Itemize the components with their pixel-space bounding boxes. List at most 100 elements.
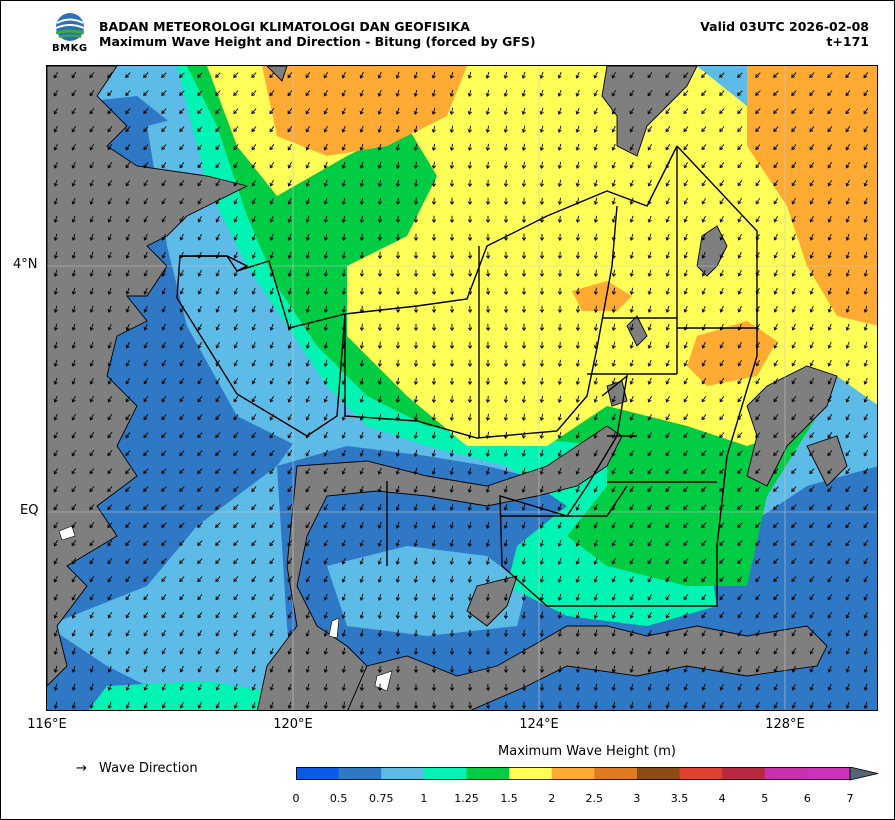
wave-arrow <box>539 377 545 385</box>
wave-arrow <box>197 378 203 385</box>
wave-arrow <box>827 269 832 277</box>
wave-arrow <box>845 108 851 115</box>
wave-arrow <box>233 179 239 187</box>
wave-arrow <box>521 683 527 691</box>
wave-arrow <box>269 377 274 385</box>
wave-arrow <box>71 251 76 259</box>
wave-arrow <box>323 449 328 457</box>
wave-arrow <box>431 71 436 79</box>
wave-arrow <box>341 521 346 529</box>
wave-arrow <box>305 413 310 421</box>
wave-arrow <box>647 161 652 169</box>
wave-arrow <box>233 396 239 403</box>
wave-arrow <box>125 504 131 510</box>
wave-arrow <box>665 197 670 205</box>
wave-arrow <box>737 647 742 655</box>
wave-arrow <box>575 665 581 673</box>
wave-arrow <box>521 323 527 331</box>
wave-arrow <box>755 468 761 474</box>
wave-arrow <box>305 575 310 583</box>
wave-arrow <box>539 341 545 349</box>
wave-arrow <box>575 485 580 493</box>
wave-arrow <box>395 467 400 475</box>
header-left: BADAN METEOROLOGI KLIMATOLOGI DAN GEOFIS… <box>99 19 536 49</box>
wave-arrow <box>647 611 652 619</box>
wave-arrow <box>809 522 815 528</box>
wave-arrow <box>449 395 455 403</box>
wave-arrow <box>143 504 149 510</box>
wave-arrow <box>395 215 401 223</box>
wave-arrow <box>341 683 347 691</box>
wave-arrow <box>287 647 292 655</box>
wave-arrow <box>503 341 509 349</box>
wave-arrow <box>215 305 220 313</box>
wave-arrow <box>593 251 599 259</box>
wave-arrow <box>557 71 562 79</box>
wave-arrow <box>215 612 221 619</box>
wave-arrow <box>521 125 526 133</box>
wave-arrow <box>449 251 455 259</box>
wave-arrow <box>629 125 634 133</box>
wave-arrow <box>89 305 94 313</box>
wave-arrow <box>395 557 400 565</box>
wave-arrow <box>647 143 652 151</box>
wave-arrow <box>773 144 779 151</box>
wave-arrow <box>233 647 238 655</box>
wave-arrow <box>179 701 184 709</box>
colorbar-tick-label: 1 <box>420 792 428 805</box>
colorbar-extend-arrow <box>849 766 879 781</box>
wave-arrow <box>485 251 491 259</box>
wave-arrow <box>629 107 635 115</box>
wave-arrow <box>233 359 238 367</box>
wave-arrow <box>683 305 688 313</box>
wave-arrow <box>683 522 689 529</box>
wave-arrow <box>683 162 689 169</box>
wave-arrow <box>791 647 796 655</box>
wave-arrow <box>215 576 221 583</box>
wave-arrow <box>431 449 436 457</box>
wave-arrow <box>575 503 580 511</box>
wave-arrow <box>701 377 707 385</box>
product-title: Maximum Wave Height and Direction - Bitu… <box>99 34 536 49</box>
wave-arrow <box>125 179 131 187</box>
wave-arrow <box>161 126 167 133</box>
wave-arrow <box>143 683 148 691</box>
wave-arrow <box>827 251 832 259</box>
wave-arrow <box>359 557 364 565</box>
wave-arrow <box>179 144 185 151</box>
wave-arrow <box>215 468 221 474</box>
wave-arrow <box>143 180 149 187</box>
wave-arrow <box>323 233 328 241</box>
wave-arrow <box>521 233 527 241</box>
wave-arrow <box>521 431 526 439</box>
wave-arrow <box>485 71 490 79</box>
wave-arrow <box>701 108 707 115</box>
wave-arrow <box>647 431 653 439</box>
wave-arrow <box>773 126 779 133</box>
wave-arrow <box>323 683 328 691</box>
wave-arrow <box>53 125 58 133</box>
wave-arrow <box>269 665 274 673</box>
wave-arrow <box>467 701 473 709</box>
wave-arrow <box>557 665 563 673</box>
wave-arrow <box>215 396 221 403</box>
wave-arrow <box>539 359 545 367</box>
wave-arrow <box>737 72 743 78</box>
wave-arrow <box>629 287 634 295</box>
wave-arrow <box>845 72 851 79</box>
wave-arrow <box>89 413 94 421</box>
wave-arrow <box>53 287 58 295</box>
wave-arrow <box>215 540 221 546</box>
wave-arrow <box>161 197 167 205</box>
wave-arrow <box>467 179 473 187</box>
wave-height-map[interactable] <box>46 65 878 711</box>
wave-arrow <box>287 540 293 547</box>
wave-arrow <box>773 432 779 439</box>
wave-arrow <box>197 414 203 421</box>
wave-arrow <box>269 611 274 619</box>
wave-arrow <box>665 72 671 79</box>
wave-arrow <box>845 665 850 673</box>
wave-arrow <box>161 251 166 259</box>
wave-arrow <box>125 359 130 367</box>
wave-arrow <box>467 125 472 133</box>
